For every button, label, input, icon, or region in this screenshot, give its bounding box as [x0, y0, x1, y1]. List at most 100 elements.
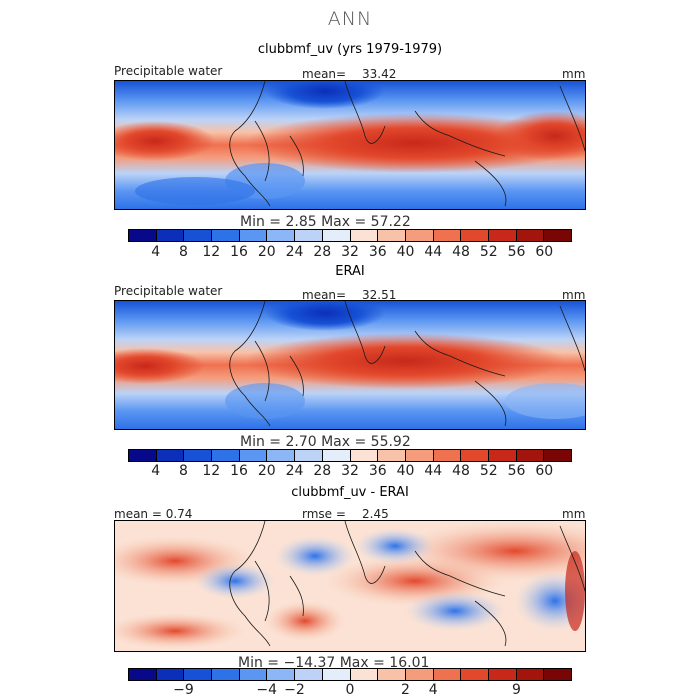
colorbar-tick-label: 28: [313, 244, 332, 260]
colorbar-tick-label: 0: [345, 682, 355, 698]
colorbar-swatch: [156, 450, 185, 461]
colorbar-tick-label: 44: [424, 244, 443, 260]
panel-1-coastlines: [229, 81, 585, 207]
colorbar-tick-label: 52: [479, 463, 498, 479]
colorbar-tick-label: 56: [507, 244, 526, 260]
colorbar-swatch: [405, 230, 434, 241]
colorbar-swatch: [405, 669, 434, 680]
colorbar-swatch: [461, 230, 489, 241]
colorbar-swatch: [488, 669, 517, 680]
colorbar-swatch: [350, 230, 379, 241]
colorbar-swatch: [295, 450, 323, 461]
colorbar-swatch: [516, 450, 545, 461]
panel-1-mean-value: 33.42: [362, 67, 397, 81]
colorbar-swatch: [212, 230, 240, 241]
panel-1-colorbar: [128, 229, 572, 242]
colorbar-tick-label: 28: [313, 463, 332, 479]
colorbar-tick-label: 32: [341, 244, 359, 260]
colorbar-swatch: [488, 450, 517, 461]
colorbar-tick-label: 8: [179, 463, 188, 479]
panel-2-colorbar-ticks: 4 8 12 16 20 24 28 32 36 40 44 48 52 56 60: [128, 463, 572, 479]
colorbar-swatch: [461, 669, 489, 680]
colorbar-tick-label: 40: [396, 244, 415, 260]
panel-2-mean-value: 32.51: [362, 288, 397, 302]
colorbar-swatch: [378, 230, 406, 241]
colorbar-tick-label: 4: [151, 463, 161, 479]
panel-3-rmse-label: rmse =: [302, 507, 346, 521]
colorbar-swatch: [378, 450, 406, 461]
colorbar-swatch: [129, 230, 157, 241]
colorbar-swatch: [184, 450, 213, 461]
colorbar-swatch: [516, 669, 545, 680]
colorbar-swatch: [129, 669, 157, 680]
colorbar-tick-label: 9: [512, 682, 521, 698]
panel-1-variable-label: Precipitable water: [114, 64, 223, 78]
panel-2-coastlines: [229, 301, 585, 427]
colorbar-tick-label: 56: [507, 463, 526, 479]
panel-1-minmax: Min = 2.85 Max = 57.22: [240, 214, 411, 230]
colorbar-swatch: [322, 450, 351, 461]
colorbar-tick-label: 24: [285, 463, 304, 479]
colorbar-swatch: [212, 669, 240, 680]
colorbar-tick-label: 16: [230, 244, 248, 260]
panel-2-field: [115, 301, 585, 429]
panel-3-coastlines: [229, 521, 585, 647]
colorbar-tick-label: 60: [535, 463, 554, 479]
panel-3-field: [115, 521, 585, 651]
colorbar-swatch: [184, 669, 213, 680]
colorbar-swatch: [488, 230, 517, 241]
panel-2-mean-label: mean=: [302, 288, 347, 302]
colorbar-tick-label: 52: [479, 244, 498, 260]
colorbar-swatch: [239, 450, 268, 461]
colorbar-tick-label: 4: [428, 682, 438, 698]
colorbar-swatch: [544, 669, 571, 680]
colorbar-swatch: [350, 450, 379, 461]
colorbar-swatch: [350, 669, 379, 680]
colorbar-swatch: [295, 230, 323, 241]
colorbar-swatch: [239, 230, 268, 241]
colorbar-swatch: [267, 230, 296, 241]
panel-2-units: mm: [562, 288, 586, 302]
colorbar-swatch: [405, 450, 434, 461]
colorbar-swatch: [156, 230, 185, 241]
colorbar-swatch: [129, 450, 157, 461]
panel-1-units: mm: [562, 67, 586, 81]
colorbar-tick-label: 48: [452, 244, 470, 260]
colorbar-tick-label: 48: [452, 463, 470, 479]
panel-2-colorbar: [128, 449, 572, 462]
colorbar-swatch: [212, 450, 240, 461]
panel-1-map: [114, 80, 586, 210]
colorbar-tick-label: 12: [202, 463, 221, 479]
panel-1-field: [115, 81, 585, 209]
colorbar-swatch: [461, 450, 489, 461]
panel-3-minmax: Min = −14.37 Max = 16.01: [238, 655, 430, 671]
colorbar-tick-label: −4: [256, 682, 278, 698]
colorbar-tick-label: 40: [396, 463, 415, 479]
colorbar-tick-label: 60: [535, 244, 554, 260]
colorbar-swatch: [156, 669, 185, 680]
panel-2-minmax: Min = 2.70 Max = 55.92: [240, 434, 411, 450]
colorbar-swatch: [267, 669, 296, 680]
panel-3-colorbar: [128, 668, 572, 681]
panel-3-units: mm: [562, 507, 586, 521]
panel-1-colorbar-ticks: 4 8 12 16 20 24 28 32 36 40 44 48 52 56 60: [128, 244, 572, 260]
panel-1-mean-label: mean=: [302, 67, 347, 81]
colorbar-swatch: [544, 450, 571, 461]
colorbar-swatch: [433, 669, 462, 680]
colorbar-tick-label: 20: [257, 463, 276, 479]
figure-title: ANN: [327, 8, 373, 30]
panel-2-variable-label: Precipitable water: [114, 284, 223, 298]
colorbar-swatch: [267, 450, 296, 461]
colorbar-tick-label: 20: [257, 244, 276, 260]
colorbar-tick-label: 36: [368, 463, 387, 479]
colorbar-tick-label: −9: [173, 682, 194, 698]
panel-2-title: ERAI: [335, 264, 365, 279]
colorbar-tick-label: 24: [285, 244, 304, 260]
colorbar-swatch: [184, 230, 213, 241]
colorbar-tick-label: 4: [151, 244, 161, 260]
colorbar-tick-label: 2: [401, 682, 410, 698]
colorbar-tick-label: 32: [341, 463, 359, 479]
colorbar-tick-label: 8: [179, 244, 188, 260]
panel-3-rmse-value: 2.45: [362, 507, 389, 521]
colorbar-swatch: [322, 669, 351, 680]
